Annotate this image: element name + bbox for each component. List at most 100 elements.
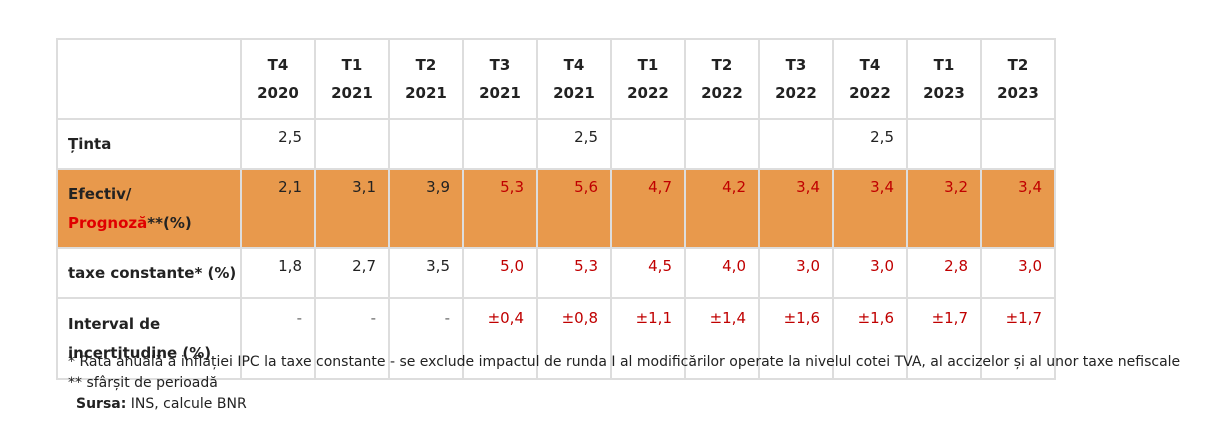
actual-cell: 2,1: [240, 168, 316, 249]
header-quarter: T2: [711, 56, 733, 74]
forecast-label: Prognoză: [68, 213, 148, 232]
uncertainty-forecast-cell: ±1,6: [758, 297, 834, 380]
header-corner-cell: [56, 38, 242, 120]
header-year: 2022: [775, 84, 817, 102]
constant-taxes-forecast-cell: 3,0: [980, 247, 1056, 299]
header-year: 2023: [923, 84, 965, 102]
header-cell: T2 2023: [980, 38, 1056, 120]
header-cell: T4 2020: [240, 38, 316, 120]
forecast-cell: 4,7: [610, 168, 686, 249]
uncertainty-row-label: Interval de incertitudine (%): [56, 297, 242, 380]
footnotes: * Rata anuală a inflației IPC la taxe co…: [68, 352, 1180, 415]
forecast-cell: 5,3: [462, 168, 538, 249]
header-cell: T2 2022: [684, 38, 760, 120]
header-year: 2021: [331, 84, 373, 102]
forecast-cell: 5,6: [536, 168, 612, 249]
header-quarter: T3: [785, 56, 807, 74]
actual-label: Efectiv/: [68, 184, 132, 203]
uncertainty-forecast-cell: ±0,4: [462, 297, 538, 380]
uncertainty-row: Interval de incertitudine (%) - - - ±0,4 …: [56, 297, 1056, 380]
uncertainty-forecast-cell: ±1,7: [906, 297, 982, 380]
constant-taxes-row: taxe constante* (%) 1,8 2,7 3,5 5,0 5,3 …: [56, 247, 1056, 299]
header-cell: T4 2021: [536, 38, 612, 120]
target-cell: [684, 118, 760, 170]
header-quarter: T3: [489, 56, 511, 74]
target-cell: [314, 118, 390, 170]
actual-cell: 3,1: [314, 168, 390, 249]
actual-forecast-row: Efectiv/Prognoză**(%) 2,1 3,1 3,9 5,3 5,…: [56, 168, 1056, 249]
constant-taxes-cell: 1,8: [240, 247, 316, 299]
footnote-constant-taxes: * Rata anuală a inflației IPC la taxe co…: [68, 354, 1181, 370]
header-year: 2022: [701, 84, 743, 102]
target-cell: [388, 118, 464, 170]
constant-taxes-forecast-cell: 3,0: [758, 247, 834, 299]
uncertainty-label-line2: incertitudine (%): [68, 343, 212, 362]
actual-forecast-row-label: Efectiv/Prognoză**(%): [56, 168, 242, 249]
uncertainty-cell: -: [240, 297, 316, 380]
target-cell: 2,5: [536, 118, 612, 170]
header-cell: T4 2022: [832, 38, 908, 120]
header-year: 2023: [997, 84, 1039, 102]
target-cell: [980, 118, 1056, 170]
header-cell: T2 2021: [388, 38, 464, 120]
source-note: Sursa: INS, calcule BNR: [68, 394, 1180, 415]
uncertainty-forecast-cell: ±1,7: [980, 297, 1056, 380]
header-year: 2022: [849, 84, 891, 102]
forecast-cell: 3,4: [758, 168, 834, 249]
header-year: 2022: [627, 84, 669, 102]
target-cell: 2,5: [240, 118, 316, 170]
inflation-table: T4 2020 T1 2021 T2 2021 T3 2021 T4 2021 T1 202…: [56, 38, 1056, 380]
uncertainty-label-line1: Interval de: [68, 314, 161, 333]
uncertainty-cell: -: [388, 297, 464, 380]
uncertainty-forecast-cell: ±1,6: [832, 297, 908, 380]
constant-taxes-forecast-cell: 2,8: [906, 247, 982, 299]
source-text: INS, calcule BNR: [126, 396, 247, 412]
header-year: 2020: [257, 84, 299, 102]
target-cell: [610, 118, 686, 170]
constant-taxes-row-label: taxe constante* (%): [56, 247, 242, 299]
forecast-cell: 3,4: [980, 168, 1056, 249]
constant-taxes-cell: 3,5: [388, 247, 464, 299]
header-cell: T1 2023: [906, 38, 982, 120]
period-end-label: **(%): [147, 213, 192, 232]
target-cell: [758, 118, 834, 170]
target-cell: 2,5: [832, 118, 908, 170]
header-cell: T1 2022: [610, 38, 686, 120]
header-year: 2021: [405, 84, 447, 102]
header-quarter: T2: [415, 56, 437, 74]
actual-cell: 3,9: [388, 168, 464, 249]
footnote-period-end: ** sfârșit de perioadă: [68, 375, 218, 391]
uncertainty-forecast-cell: ±1,4: [684, 297, 760, 380]
constant-taxes-forecast-cell: 5,0: [462, 247, 538, 299]
header-quarter: T4: [267, 56, 289, 74]
target-cell: [462, 118, 538, 170]
header-quarter: T1: [341, 56, 363, 74]
header-quarter: T1: [933, 56, 955, 74]
uncertainty-forecast-cell: ±1,1: [610, 297, 686, 380]
uncertainty-cell: -: [314, 297, 390, 380]
header-quarter: T2: [1007, 56, 1029, 74]
constant-taxes-cell: 2,7: [314, 247, 390, 299]
uncertainty-forecast-cell: ±0,8: [536, 297, 612, 380]
header-quarter: T4: [563, 56, 585, 74]
target-row-label: Ținta: [56, 118, 242, 170]
constant-taxes-forecast-cell: 4,0: [684, 247, 760, 299]
inflation-table-container: T4 2020 T1 2021 T2 2021 T3 2021 T4 2021 T1 202…: [56, 38, 1056, 380]
header-quarter: T4: [859, 56, 881, 74]
header-row: T4 2020 T1 2021 T2 2021 T3 2021 T4 2021 T1 202…: [56, 38, 1056, 120]
constant-taxes-forecast-cell: 4,5: [610, 247, 686, 299]
header-year: 2021: [479, 84, 521, 102]
target-row: Ținta 2,5 2,5 2,5: [56, 118, 1056, 170]
forecast-cell: 4,2: [684, 168, 760, 249]
constant-taxes-forecast-cell: 3,0: [832, 247, 908, 299]
source-label: Sursa:: [76, 396, 127, 412]
header-quarter: T1: [637, 56, 659, 74]
constant-taxes-forecast-cell: 5,3: [536, 247, 612, 299]
header-cell: T3 2022: [758, 38, 834, 120]
target-cell: [906, 118, 982, 170]
forecast-cell: 3,2: [906, 168, 982, 249]
header-cell: T1 2021: [314, 38, 390, 120]
forecast-cell: 3,4: [832, 168, 908, 249]
header-cell: T3 2021: [462, 38, 538, 120]
header-year: 2021: [553, 84, 595, 102]
